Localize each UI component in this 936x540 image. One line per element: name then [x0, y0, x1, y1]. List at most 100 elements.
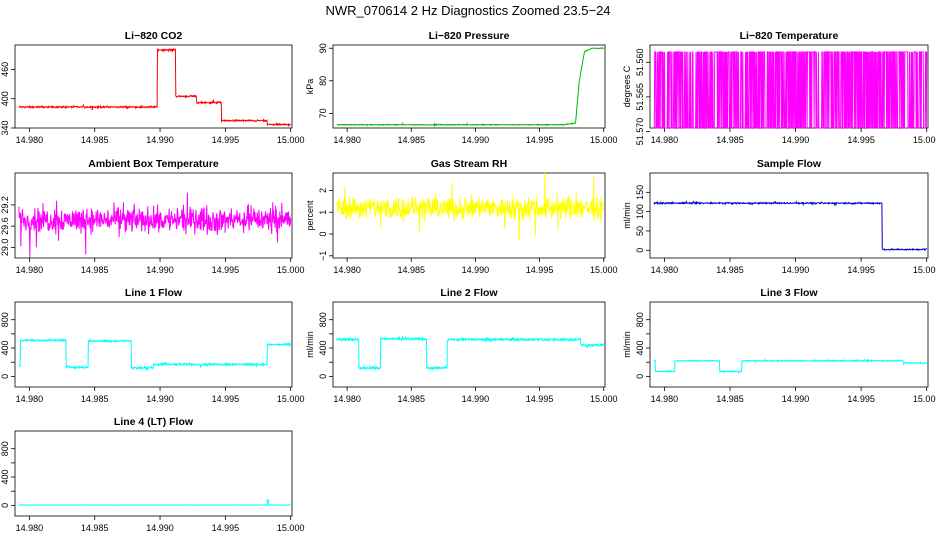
x-tick-label: 14.995	[847, 394, 875, 404]
y-tick-label: 51.565	[635, 83, 645, 111]
x-tick-label: 14.980	[16, 135, 44, 145]
series-line	[336, 172, 604, 241]
y-tick-label: 340	[0, 120, 10, 135]
y-tick-label: 90	[318, 43, 328, 53]
y-tick-label: 100	[635, 204, 645, 219]
x-tick-label: 14.995	[526, 394, 554, 404]
x-tick-label: 14.980	[333, 135, 361, 145]
y-tick-label: 0	[318, 374, 328, 379]
x-tick-label: 15.000	[913, 265, 936, 275]
x-tick-label: 14.985	[716, 394, 744, 404]
y-tick-label: 51.570	[635, 118, 645, 146]
x-tick-label: 14.990	[462, 394, 490, 404]
plot-frame	[649, 172, 929, 259]
y-tick-label: 800	[0, 312, 10, 327]
series-line	[18, 47, 291, 128]
x-tick-label: 14.995	[212, 394, 240, 404]
x-tick-label: 15.000	[277, 135, 305, 145]
y-tick-label: 51.560	[635, 49, 645, 77]
y-tick-label: 400	[0, 91, 10, 106]
panel-6: Sample Flow 14.980 14.985 14.990 14.995 15.00…	[622, 158, 936, 275]
x-tick-label: 14.990	[462, 135, 490, 145]
series-line	[18, 192, 292, 259]
x-tick-label: 15.000	[590, 265, 618, 275]
x-tick-label: 15.000	[590, 394, 618, 404]
x-tick-label: 14.990	[782, 394, 810, 404]
y-axis-label: percent	[305, 200, 315, 231]
x-tick-label: 14.985	[716, 265, 744, 275]
y-tick-label: 800	[635, 312, 645, 327]
x-tick-label: 14.995	[526, 135, 554, 145]
y-tick-label: 800	[0, 441, 10, 456]
x-tick-label: 15.000	[913, 394, 936, 404]
x-tick-label: 15.000	[277, 394, 305, 404]
panel-title: Line 2 Flow	[440, 287, 498, 299]
panel-4: Ambient Box Temperature 14.980 14.985 14.99…	[0, 158, 304, 275]
panel-title: Sample Flow	[757, 158, 822, 170]
plot-frame	[332, 44, 606, 129]
x-tick-label: 14.985	[397, 135, 425, 145]
panel-title: Line 4 (LT) Flow	[114, 416, 194, 428]
series-line	[653, 199, 928, 252]
y-tick-label: 29.0	[0, 239, 10, 257]
panel-9: Line 3 Flow 14.980 14.985 14.990 14.995 15.00…	[622, 287, 936, 404]
x-tick-label: 14.995	[212, 265, 240, 275]
y-tick-label: 800	[318, 312, 328, 327]
panel-title: Gas Stream RH	[431, 158, 507, 170]
x-tick-label: 14.990	[146, 394, 174, 404]
y-tick-label: 1	[318, 210, 328, 215]
x-tick-label: 14.985	[81, 394, 109, 404]
panel-1: Li−820 CO2 14.980 14.985 14.990 14.995 15.000…	[0, 30, 304, 145]
x-tick-label: 14.985	[716, 135, 744, 145]
y-tick-label: 0	[318, 232, 328, 237]
page-title: NWR_070614 2 Hz Diagnostics Zoomed 23.5−…	[325, 3, 611, 18]
x-tick-label: 15.000	[590, 135, 618, 145]
x-tick-label: 14.980	[333, 394, 361, 404]
panel-5: Gas Stream RH 14.980 14.985 14.990 14.995 15.…	[305, 158, 617, 275]
x-tick-label: 14.990	[146, 135, 174, 145]
x-tick-label: 14.985	[397, 265, 425, 275]
x-tick-label: 14.980	[16, 265, 44, 275]
x-tick-label: 14.990	[462, 265, 490, 275]
series-line	[336, 46, 604, 128]
plot-frame	[14, 172, 293, 259]
x-tick-label: 14.980	[16, 394, 44, 404]
y-tick-label: 460	[0, 62, 10, 77]
panel-8: Line 2 Flow 14.980 14.985 14.990 14.995 15.00…	[305, 287, 617, 404]
plot-frame	[332, 301, 606, 388]
panel-7: Line 1 Flow 14.980 14.985 14.990 14.995 15.00…	[0, 287, 304, 404]
y-tick-label: 150	[635, 185, 645, 200]
series-line	[653, 51, 928, 129]
panel-2: Li−820 Pressure 14.980 14.985 14.990 14.995 1…	[305, 30, 617, 145]
x-tick-label: 14.985	[81, 523, 109, 533]
y-tick-label: 0	[0, 374, 10, 379]
y-tick-label: 2	[318, 188, 328, 193]
panel-title: Li−820 Temperature	[740, 30, 839, 42]
panel-10: Line 4 (LT) Flow 14.980 14.985 14.990 14.995…	[0, 416, 304, 533]
y-tick-label: 400	[318, 341, 328, 356]
x-tick-label: 15.000	[913, 135, 936, 145]
x-tick-label: 14.990	[782, 135, 810, 145]
y-tick-label: 50	[635, 226, 645, 236]
x-tick-label: 14.990	[146, 523, 174, 533]
x-tick-label: 14.980	[333, 265, 361, 275]
panel-title: Li−820 Pressure	[429, 30, 510, 42]
x-tick-label: 14.990	[146, 265, 174, 275]
y-tick-label: 400	[635, 341, 645, 356]
y-tick-label: 400	[0, 470, 10, 485]
y-tick-label: 0	[635, 248, 645, 253]
x-tick-label: 14.995	[847, 265, 875, 275]
x-tick-label: 15.000	[277, 523, 305, 533]
x-tick-label: 14.980	[651, 394, 679, 404]
panel-title: Line 1 Flow	[125, 287, 183, 299]
series-line	[18, 499, 291, 507]
plot-frame	[14, 301, 293, 388]
x-tick-label: 14.985	[81, 265, 109, 275]
panel-3: Li−820 Temperature 14.980 14.985 14.990 14.9…	[622, 30, 936, 145]
y-tick-label: 29.2	[0, 196, 10, 214]
y-axis-label: ml/min	[622, 202, 632, 229]
y-tick-label: 80	[318, 76, 328, 86]
series-line	[18, 337, 292, 371]
